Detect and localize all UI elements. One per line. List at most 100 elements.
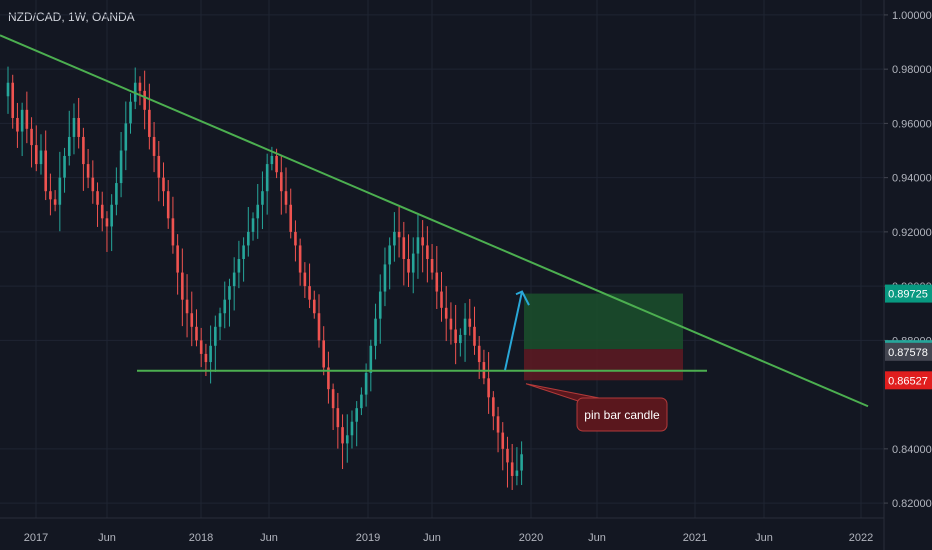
candle-body xyxy=(393,231,396,246)
candle-body xyxy=(520,454,523,471)
candle-body xyxy=(407,259,410,273)
candle-body xyxy=(223,299,227,314)
candle-body xyxy=(44,150,47,192)
candle-body xyxy=(294,231,297,246)
x-tick-label: Jun xyxy=(755,532,773,544)
candle-body xyxy=(30,128,33,146)
price-tag-label: 0.89725 xyxy=(888,289,928,301)
candle-body xyxy=(322,340,326,368)
x-tick-label: 2020 xyxy=(519,532,543,544)
symbol-title: NZD/CAD, 1W, OANDA xyxy=(8,10,135,24)
candle-body xyxy=(185,299,189,314)
candle-body xyxy=(124,123,128,151)
candle-body xyxy=(327,367,330,390)
descending-trendline[interactable] xyxy=(0,34,869,408)
candle-body xyxy=(91,177,95,192)
x-tick-label: Jun xyxy=(588,532,606,544)
projection-arrow[interactable] xyxy=(504,291,523,371)
projection-arrow-head xyxy=(515,290,530,306)
y-tick-label: 0.92000 xyxy=(892,227,932,239)
y-tick-label: 0.84000 xyxy=(892,444,932,456)
candle-body xyxy=(25,109,29,129)
candle-body xyxy=(96,191,99,205)
candle-body xyxy=(251,218,255,232)
candle-body xyxy=(454,329,457,344)
candle-body xyxy=(369,345,373,373)
candle-body xyxy=(190,313,194,327)
y-tick-label: 1.00000 xyxy=(892,10,932,22)
price-tag-bg xyxy=(885,371,932,390)
candle-body xyxy=(331,389,335,409)
candle-body xyxy=(265,164,269,192)
candle-body xyxy=(209,345,212,363)
candle-body xyxy=(152,136,156,156)
price-tag-label: 0.86527 xyxy=(888,375,928,387)
x-tick-label: Jun xyxy=(423,532,441,544)
candle-body xyxy=(421,237,424,246)
candle-body xyxy=(501,432,505,449)
candle-body xyxy=(100,204,104,219)
candle-body xyxy=(261,191,264,205)
candle-body xyxy=(166,191,170,219)
candle-body xyxy=(49,191,52,200)
candle-body xyxy=(247,231,250,246)
y-tick-label: 0.96000 xyxy=(892,118,932,130)
candle-body xyxy=(402,237,406,259)
candle-body xyxy=(232,272,236,287)
candle-body xyxy=(20,109,24,132)
callout-box[interactable] xyxy=(576,397,668,432)
candle-body xyxy=(72,117,76,137)
candle-body xyxy=(228,286,231,300)
candle-body xyxy=(435,272,439,292)
candle-body xyxy=(303,272,307,287)
candle-body xyxy=(416,237,420,254)
candle-body xyxy=(440,291,443,308)
candle-body xyxy=(181,272,184,300)
candle-body xyxy=(411,253,415,273)
candle-body xyxy=(176,245,179,273)
y-tick-label: 0.94000 xyxy=(892,173,932,185)
candle-body xyxy=(105,218,109,227)
candle-body xyxy=(487,378,490,398)
candle-body xyxy=(162,177,165,192)
candle-body xyxy=(214,326,217,346)
price-tag-label: 0.87578 xyxy=(888,347,928,359)
candle-body xyxy=(374,318,377,346)
candle-body xyxy=(195,326,198,341)
candle-body xyxy=(67,136,71,156)
candle-body xyxy=(53,199,57,205)
candle-body xyxy=(63,155,66,178)
candle-body xyxy=(6,82,10,97)
candle-body xyxy=(119,150,123,184)
callout-label: pin bar candle xyxy=(584,408,660,422)
candle-body xyxy=(11,82,15,118)
candle-body xyxy=(492,397,495,417)
candle-body xyxy=(496,416,500,433)
candle-body xyxy=(77,117,80,137)
stop-zone xyxy=(524,349,683,381)
candle-body xyxy=(378,291,382,319)
price-tag-bg xyxy=(885,284,932,303)
y-tick-label: 0.98000 xyxy=(892,64,932,76)
candle-body xyxy=(16,117,19,132)
candle-body xyxy=(317,313,321,341)
candle-body xyxy=(143,90,146,110)
price-tag-bg xyxy=(885,342,932,361)
candle-body xyxy=(289,204,293,232)
candle-body xyxy=(312,299,316,314)
candle-body xyxy=(270,155,274,165)
candle-body xyxy=(477,345,481,363)
candle-body xyxy=(444,307,448,319)
candle-body xyxy=(506,448,509,463)
candle-body xyxy=(199,340,203,354)
candle-body xyxy=(364,372,368,395)
candle-body xyxy=(110,204,113,227)
candle-body xyxy=(473,326,476,346)
candle-body xyxy=(397,231,401,238)
x-tick-label: 2018 xyxy=(189,532,213,544)
candle-body xyxy=(279,172,283,192)
candle-body xyxy=(463,318,467,335)
candle-body xyxy=(82,136,85,165)
candle-body xyxy=(341,427,344,444)
